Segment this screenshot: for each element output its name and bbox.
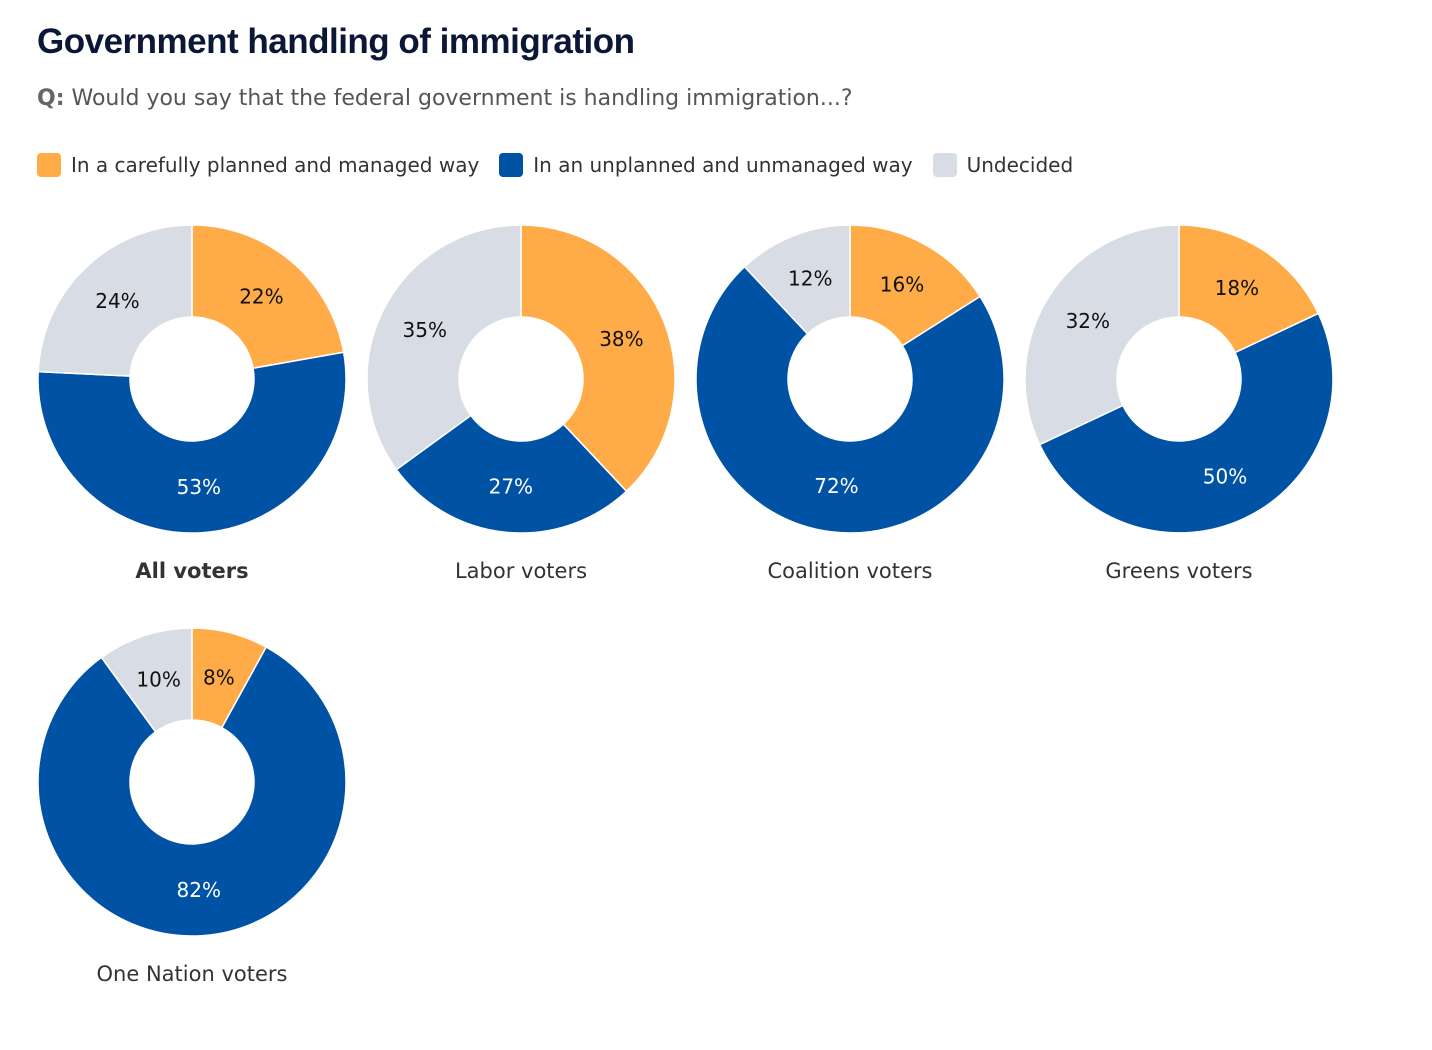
slice-label-planned: 18% bbox=[1215, 276, 1259, 300]
slice-unplanned[interactable] bbox=[695, 265, 1005, 534]
slice-label-unplanned: 27% bbox=[489, 475, 533, 499]
slice-label-undecided: 12% bbox=[788, 267, 832, 291]
legend-swatch-undecided bbox=[932, 153, 957, 177]
slice-label-planned: 38% bbox=[599, 327, 643, 351]
slice-label-undecided: 10% bbox=[136, 667, 180, 691]
slice-unplanned[interactable] bbox=[1038, 312, 1334, 533]
question-text: Would you say that the federal governmen… bbox=[71, 86, 853, 111]
slice-label-planned: 16% bbox=[880, 272, 924, 296]
slice-undecided[interactable] bbox=[1024, 224, 1180, 446]
donut-all-voters: 22% 53% 24% All voters bbox=[37, 224, 347, 583]
legend-swatch-planned bbox=[37, 153, 61, 177]
group-label: All voters bbox=[135, 559, 248, 583]
group-label: Greens voters bbox=[1105, 559, 1252, 583]
slice-undecided[interactable] bbox=[37, 224, 193, 377]
slice-unplanned[interactable] bbox=[395, 414, 628, 534]
slice-label-undecided: 24% bbox=[95, 289, 139, 313]
slice-undecided[interactable] bbox=[743, 224, 851, 335]
slice-undecided[interactable] bbox=[366, 224, 522, 471]
legend-label-undecided: Undecided bbox=[966, 153, 1074, 177]
slice-planned[interactable] bbox=[191, 224, 345, 370]
slice-label-unplanned: 72% bbox=[814, 474, 858, 498]
slice-unplanned[interactable] bbox=[37, 351, 347, 534]
slice-planned[interactable] bbox=[849, 224, 982, 347]
legend-item-unplanned[interactable]: In an unplanned and unmanaged way bbox=[499, 153, 913, 177]
donut-one-nation-voters: 8% 82% 10% One Nation voters bbox=[37, 627, 347, 986]
slice-label-unplanned: 50% bbox=[1203, 465, 1247, 489]
chart-question: Q: Would you say that the federal govern… bbox=[37, 86, 853, 111]
legend-label-planned: In a carefully planned and managed way bbox=[71, 153, 480, 177]
slice-label-unplanned: 82% bbox=[177, 878, 221, 902]
group-label: Coalition voters bbox=[768, 559, 933, 583]
slice-planned[interactable] bbox=[1178, 224, 1320, 354]
donut-labor-voters: 38% 27% 35% Labor voters bbox=[366, 224, 676, 583]
slice-unplanned[interactable] bbox=[37, 646, 347, 937]
slice-label-planned: 8% bbox=[203, 665, 235, 689]
donut-greens-voters: 18% 50% 32% Greens voters bbox=[1024, 224, 1334, 583]
slice-label-undecided: 35% bbox=[403, 318, 447, 342]
chart-title: Government handling of immigration bbox=[37, 22, 635, 61]
legend-label-unplanned: In an unplanned and unmanaged way bbox=[533, 153, 913, 177]
group-label: One Nation voters bbox=[97, 962, 288, 986]
donut-coalition-voters: 16% 72% 12% Coalition voters bbox=[695, 224, 1005, 583]
legend-item-planned[interactable]: In a carefully planned and managed way bbox=[37, 153, 479, 177]
slice-label-unplanned: 53% bbox=[177, 475, 221, 499]
legend-swatch-unplanned bbox=[499, 153, 524, 177]
legend: In a carefully planned and managed way I… bbox=[37, 153, 1093, 177]
slice-label-undecided: 32% bbox=[1066, 309, 1110, 333]
slice-label-planned: 22% bbox=[239, 284, 283, 308]
slice-undecided[interactable] bbox=[100, 627, 193, 733]
question-prefix: Q: bbox=[37, 86, 65, 111]
slice-planned[interactable] bbox=[520, 224, 676, 493]
legend-item-undecided[interactable]: Undecided bbox=[932, 153, 1074, 177]
group-label: Labor voters bbox=[455, 559, 587, 583]
